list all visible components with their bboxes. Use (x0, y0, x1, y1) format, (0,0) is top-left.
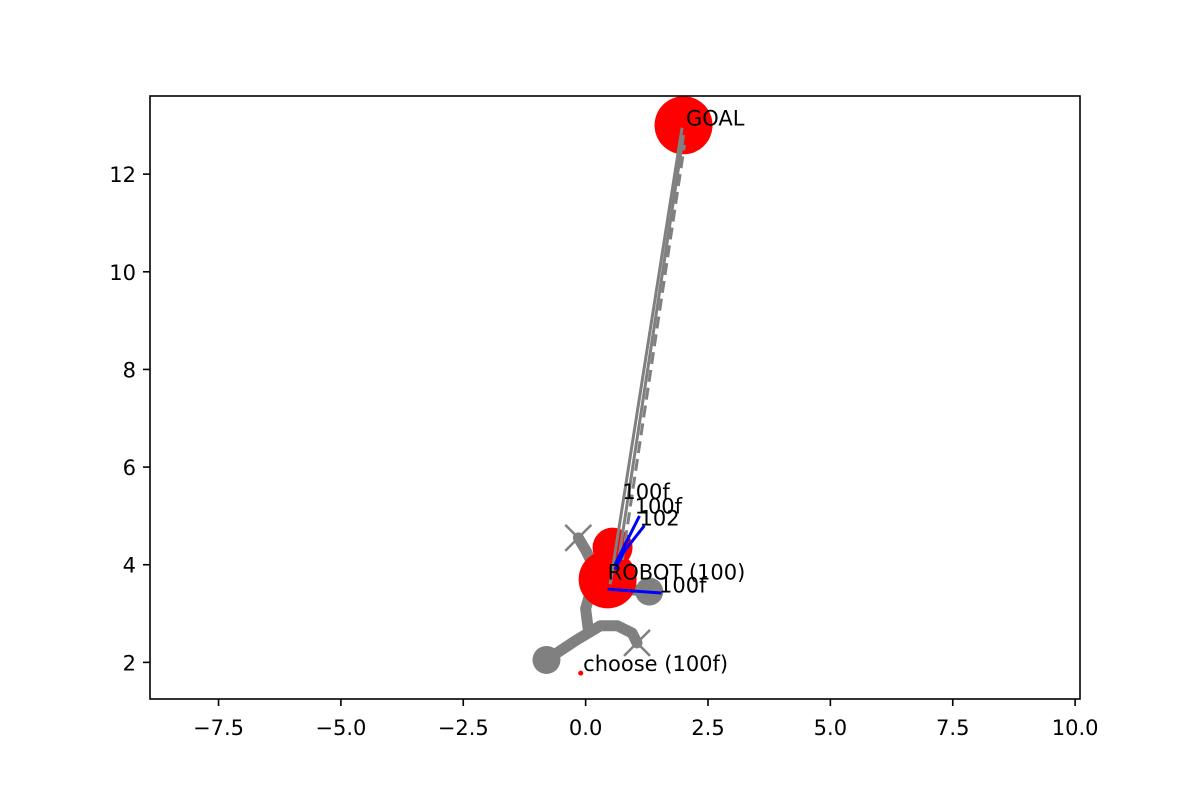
x-tick-label: −5.0 (315, 716, 366, 740)
annotation-label: 100f (622, 480, 670, 504)
x-tick-label: 7.5 (936, 716, 969, 740)
y-tick-label: 2 (123, 651, 136, 675)
y-tick-label: 10 (109, 261, 136, 285)
trajectory-endpoint-dot (532, 645, 561, 674)
y-tick-label: 6 (123, 456, 136, 480)
y-tick-label: 8 (123, 358, 136, 382)
x-marker (623, 628, 651, 657)
x-tick-label: −7.5 (193, 716, 244, 740)
obstacle-circle (578, 550, 637, 609)
x-tick-label: 10.0 (1052, 716, 1099, 740)
x-tick-label: 0.0 (569, 716, 602, 740)
heading-line (613, 549, 627, 571)
annotation-label: 100f (659, 574, 707, 598)
plot-frame (149, 95, 1081, 700)
annotation-label: 102 (639, 507, 679, 531)
x-tick-label: 5.0 (814, 716, 847, 740)
path-to-goal-line (615, 134, 686, 568)
x-tick-label: −2.5 (438, 716, 489, 740)
annotation-label: ROBOT (100) (608, 560, 746, 584)
path-to-goal-line (608, 127, 684, 585)
x-tick-label: 2.5 (691, 716, 724, 740)
annotation-label: 100f (635, 494, 683, 518)
x-marker (564, 523, 593, 552)
y-tick-label: 4 (123, 554, 136, 578)
trajectory-path (540, 620, 643, 666)
y-tick-label: 12 (109, 163, 136, 187)
choice-point (578, 670, 584, 676)
axis-layer: −7.5 −5.0 −2.5 0.0 2.5 5.0 7.5 10.0 2 4 6 8 10 12 (109, 163, 1098, 740)
heading-line (607, 587, 662, 595)
annotation-label: choose (100f) (583, 652, 728, 676)
path-to-goal-line (620, 144, 686, 561)
obstacle-circle (654, 96, 713, 155)
annotation-label: GOAL (686, 106, 745, 130)
